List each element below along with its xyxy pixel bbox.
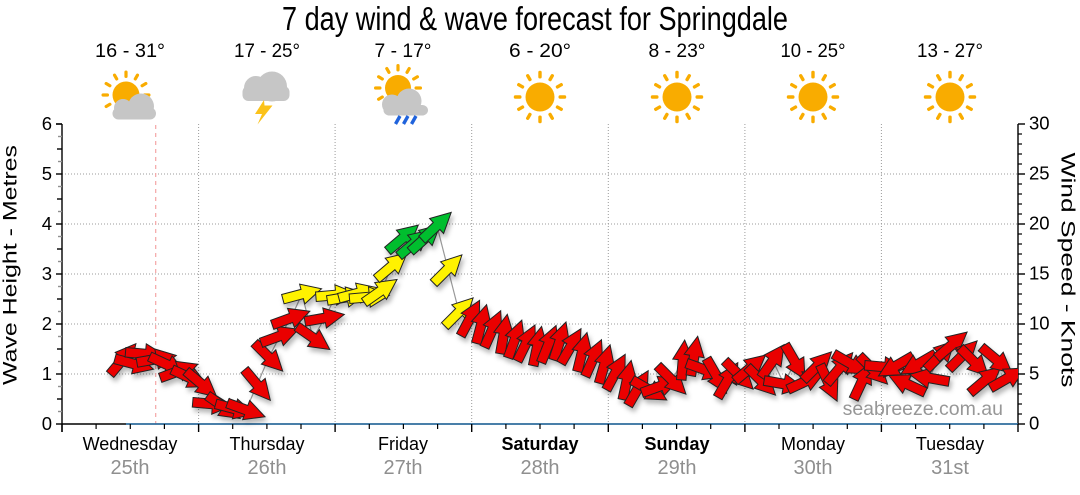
svg-text:6 - 20°: 6 - 20°: [509, 40, 571, 62]
svg-text:5: 5: [1029, 363, 1039, 384]
svg-text:1: 1: [42, 363, 52, 384]
svg-text:17 - 25°: 17 - 25°: [234, 40, 300, 62]
svg-text:Thursday: Thursday: [229, 434, 304, 454]
svg-text:27th: 27th: [384, 457, 423, 479]
svg-text:Wednesday: Wednesday: [83, 434, 178, 454]
svg-text:30th: 30th: [794, 457, 833, 479]
svg-text:Sunday: Sunday: [644, 434, 709, 454]
svg-text:28th: 28th: [521, 457, 560, 479]
svg-text:15: 15: [1029, 263, 1050, 284]
svg-text:7 day wind & wave forecast for: 7 day wind & wave forecast for Springdal…: [282, 0, 788, 37]
svg-text:3: 3: [42, 263, 52, 284]
svg-text:25: 25: [1029, 163, 1050, 184]
svg-text:8 - 23°: 8 - 23°: [649, 40, 706, 62]
svg-text:31st: 31st: [931, 457, 969, 479]
svg-text:5: 5: [42, 163, 52, 184]
svg-text:seabreeze.com.au: seabreeze.com.au: [843, 398, 1003, 420]
svg-text:Monday: Monday: [781, 434, 845, 454]
svg-text:20: 20: [1029, 213, 1050, 234]
svg-text:10 - 25°: 10 - 25°: [781, 40, 846, 62]
svg-text:Saturday: Saturday: [501, 434, 578, 454]
svg-text:Wave Height - Metres: Wave Height - Metres: [0, 145, 22, 385]
svg-text:Tuesday: Tuesday: [916, 434, 984, 454]
svg-text:30: 30: [1029, 113, 1050, 134]
svg-text:26th: 26th: [248, 457, 287, 479]
svg-text:Friday: Friday: [378, 434, 428, 454]
svg-text:29th: 29th: [658, 457, 697, 479]
svg-text:7 - 17°: 7 - 17°: [375, 40, 432, 62]
svg-text:4: 4: [42, 213, 52, 234]
svg-text:2: 2: [42, 313, 52, 334]
svg-text:6: 6: [42, 113, 52, 134]
svg-text:0: 0: [1029, 413, 1039, 434]
svg-text:0: 0: [42, 413, 52, 434]
svg-text:16 - 31°: 16 - 31°: [95, 40, 165, 62]
svg-text:10: 10: [1029, 313, 1050, 334]
svg-text:25th: 25th: [111, 457, 150, 479]
svg-text:Wind Speed - Knots: Wind Speed - Knots: [1057, 153, 1079, 388]
svg-text:13 - 27°: 13 - 27°: [917, 40, 983, 62]
